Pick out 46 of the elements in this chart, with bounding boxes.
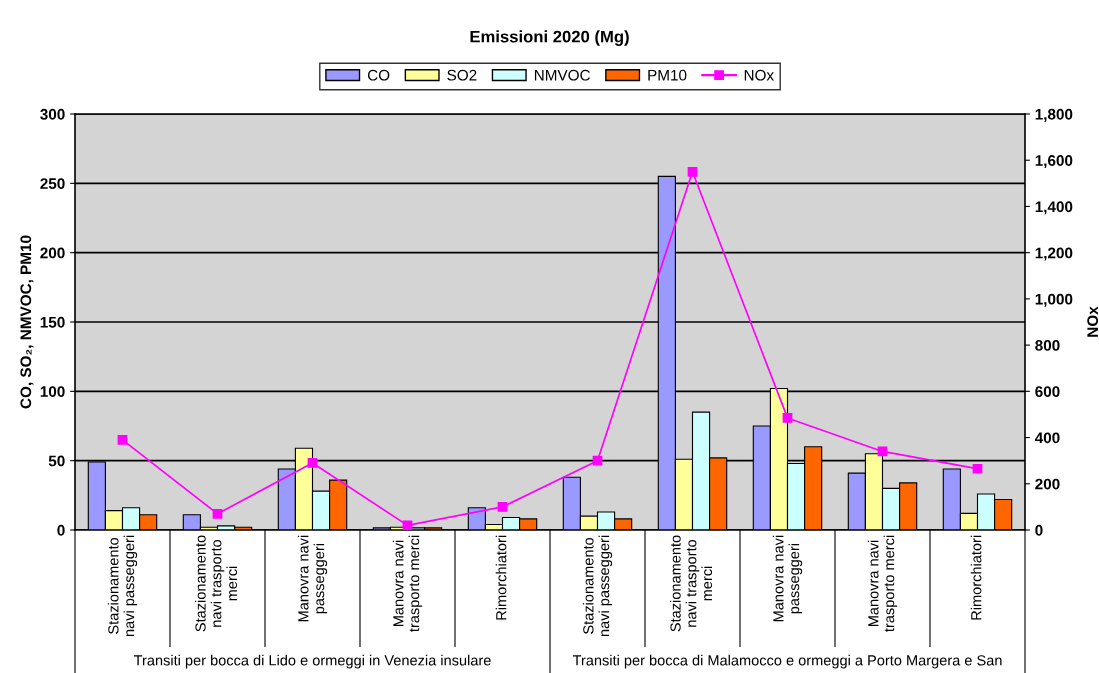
y2-tick-label: 1,000	[1035, 293, 1073, 307]
y2-axis-title: NOx	[1087, 306, 1099, 337]
y2-tick-label: 800	[1035, 339, 1060, 351]
x-tick-label: Stazionamento navi passeggeri	[107, 535, 138, 637]
x-tick-label: Stazionamento navi trasporto merci	[194, 535, 238, 632]
x-tick-label: Manovra navi passeggeri	[297, 535, 328, 622]
point	[212, 508, 223, 519]
point	[117, 435, 128, 445]
point	[402, 520, 413, 530]
y-tick-label: 50	[48, 455, 65, 467]
y2-tick-label: 0	[1035, 524, 1043, 536]
legend-label: CO	[367, 69, 390, 81]
y-tick-label: 100	[40, 386, 65, 398]
y-tick-label: 150	[40, 316, 65, 328]
x-tick-label: Rimorchiatori	[970, 535, 982, 620]
y2-tick-label: 600	[1035, 386, 1060, 398]
y2-tick-label: 200	[1035, 478, 1060, 490]
y-tick-label: 200	[40, 247, 65, 259]
x-tick-label: Rimorchiatori	[495, 535, 507, 620]
point	[592, 455, 603, 466]
legend-label: NOx	[744, 69, 774, 81]
y2-tick-label: 1,400	[1035, 201, 1073, 215]
text: Transiti per bocca di Lido e ormeggi in Venezia insulare	[133, 654, 491, 669]
y2-tick-label: 400	[1034, 432, 1060, 444]
x-tick-label: Stazionamento navi passeggeri	[582, 535, 613, 637]
point	[972, 463, 983, 474]
point	[782, 413, 793, 423]
legend-label: PM10	[648, 69, 687, 81]
legend-label: NMVOC	[534, 69, 590, 81]
chart-title: Emissioni 2020 (Mg)	[470, 30, 629, 46]
y-tick-label: 250	[40, 178, 65, 190]
y2-tick-label: 1,600	[1035, 155, 1073, 169]
x-tick-label: Manovra navi passeggeri	[772, 535, 803, 622]
x-tick-label: Manovra navi trasporto merci	[392, 535, 423, 632]
text: Transiti per bocca di Malamocco e ormeggi a Porto Margera e San	[572, 654, 1002, 669]
x-tick-label: Stazionamento navi trasporto merci	[669, 535, 713, 632]
legend-label: SO2	[447, 69, 477, 81]
y-tick-label: 300	[40, 108, 65, 120]
point	[497, 502, 508, 512]
point	[307, 458, 318, 468]
x-tick-label: Manovra navi trasporto merci	[867, 535, 898, 632]
point	[687, 166, 698, 177]
y-tick-label: 0	[57, 524, 65, 536]
y2-tick-label: 1,800	[1035, 108, 1073, 122]
y2-tick-label: 1,200	[1035, 247, 1073, 261]
y-axis-title: CO, SO₂, NMVOC, PM10	[20, 235, 34, 409]
